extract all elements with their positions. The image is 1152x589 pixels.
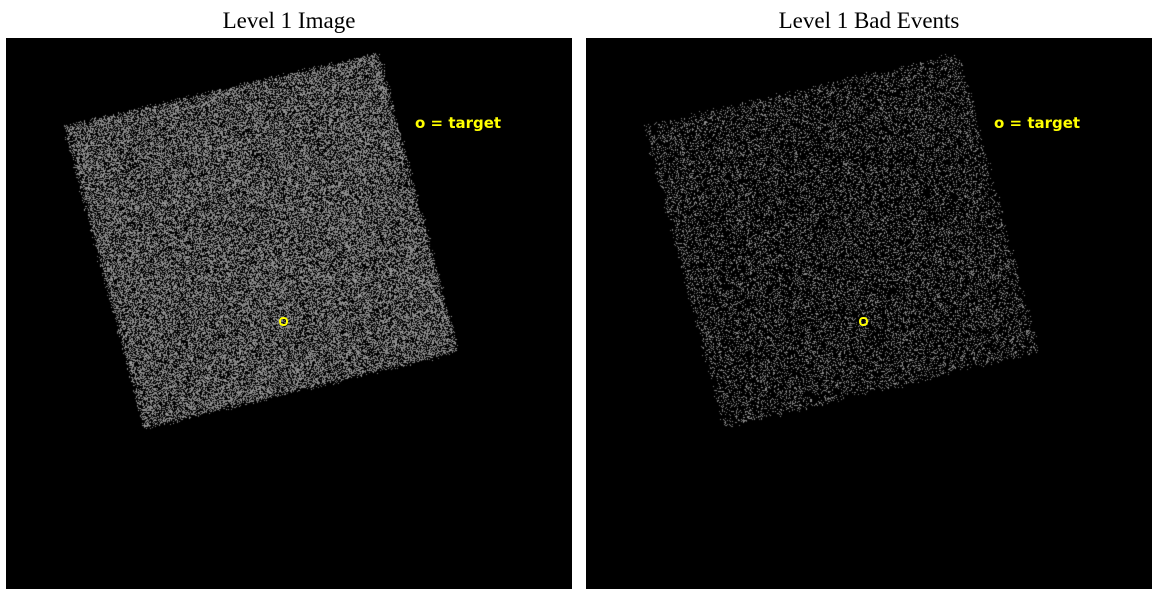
level1-bad-events-panel: o = target <box>586 38 1152 589</box>
target-marker-icon <box>859 317 868 326</box>
level1-image-panel: o = target <box>6 38 572 589</box>
level1-bad-events <box>586 38 1152 589</box>
level1-image-events <box>6 38 572 589</box>
target-marker-icon <box>279 317 288 326</box>
target-legend: o = target <box>415 114 502 132</box>
target-legend: o = target <box>994 114 1081 132</box>
right-panel-title: Level 1 Bad Events <box>778 8 960 33</box>
left-panel-title: Level 1 Image <box>222 8 356 33</box>
